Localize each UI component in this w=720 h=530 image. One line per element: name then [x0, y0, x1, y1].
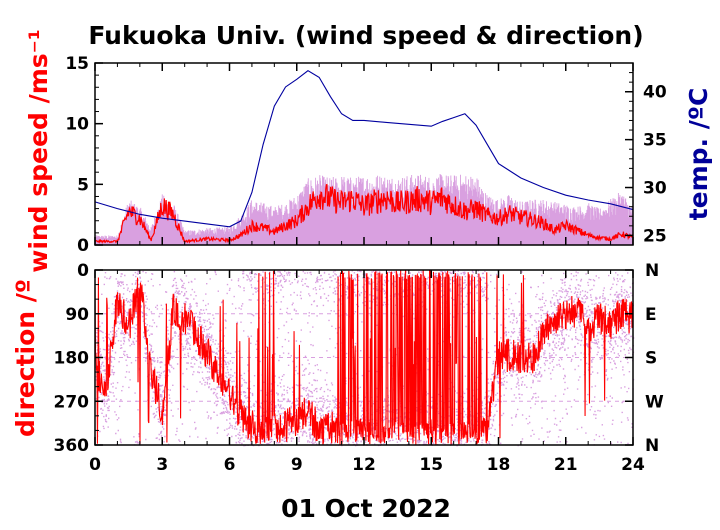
wind-speed-axis-label: wind speed /ms⁻¹ — [24, 29, 53, 273]
top-right-ticks: 25 30 35 40 — [625, 72, 667, 246]
mean-wind-series — [94, 183, 634, 244]
top-left-tick-label: 0 — [77, 236, 89, 256]
x-tick-label: 0 — [89, 455, 101, 475]
top-right-tick-label: 25 — [643, 226, 667, 246]
bottom-right-tick-label: E — [645, 305, 657, 325]
bottom-right-tick-label: N — [645, 261, 659, 281]
bottom-left-tick-label: 180 — [54, 349, 90, 369]
temperature-line — [94, 69, 634, 228]
bottom-right-tick-label: W — [645, 392, 664, 412]
top-left-tick-label: 5 — [77, 175, 89, 195]
x-tick-label: 18 — [487, 455, 511, 475]
wind-speed-panel: 0 5 10 15 25 30 35 40 — [65, 54, 667, 256]
direction-axis-label: direction /º — [11, 279, 40, 437]
bottom-left-tick-label: 360 — [54, 436, 90, 456]
top-right-tick-label: 35 — [643, 131, 667, 151]
x-tick-label: 3 — [156, 455, 168, 475]
x-tick-label: 9 — [291, 455, 303, 475]
chart-title: Fukuoka Univ. (wind speed & direction) — [88, 21, 643, 50]
x-tick-label: 24 — [621, 455, 645, 475]
mean-wind-line — [94, 183, 634, 244]
x-tick-label: 6 — [224, 455, 236, 475]
top-left-tick-label: 15 — [65, 54, 89, 74]
bottom-left-tick-label: 90 — [65, 305, 89, 325]
temperature-axis-label: temp. /ºC — [684, 88, 713, 221]
x-ticks: 0 3 6 9 12 15 18 21 24 — [89, 63, 645, 475]
top-right-tick-label: 30 — [643, 179, 667, 199]
x-tick-label: 21 — [554, 455, 578, 475]
x-tick-label: 15 — [419, 455, 443, 475]
bottom-right-ticks: N E S W N — [625, 261, 664, 456]
top-right-tick-label: 40 — [643, 83, 667, 103]
bottom-left-tick-label: 270 — [54, 392, 90, 412]
top-left-ticks: 0 5 10 15 — [65, 54, 103, 256]
bottom-right-tick-label: N — [645, 436, 659, 456]
bottom-right-tick-label: S — [645, 349, 657, 369]
bottom-left-tick-label: 0 — [77, 261, 89, 281]
x-tick-label: 12 — [352, 455, 376, 475]
temperature-series — [94, 69, 634, 228]
date-axis-label: 01 Oct 2022 — [281, 494, 451, 523]
top-left-tick-label: 10 — [65, 115, 89, 135]
direction-panel: 0 90 180 270 360 N E S W N 0 3 6 9 12 15 18 21 24 — [54, 63, 664, 475]
